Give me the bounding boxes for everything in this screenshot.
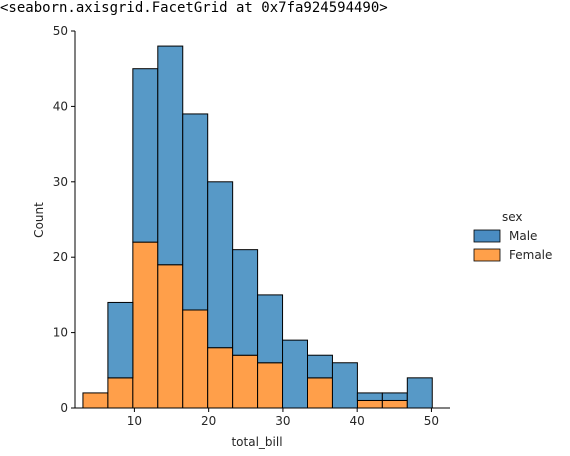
y-tick-label-20: 20 bbox=[53, 250, 68, 264]
bar-female-4 bbox=[182, 309, 209, 409]
legend-swatch-male bbox=[473, 229, 501, 243]
bar-male-5 bbox=[207, 181, 234, 349]
legend-swatch-female bbox=[473, 248, 501, 262]
cell-output: <seaborn.axisgrid.FacetGrid at 0x7fa9245… bbox=[0, 0, 570, 32]
bar-female-9 bbox=[307, 377, 333, 409]
legend: sex Male Female bbox=[473, 210, 552, 262]
legend-title: sex bbox=[502, 210, 523, 224]
x-tick-label-30: 30 bbox=[275, 414, 290, 428]
bar-male-2 bbox=[132, 68, 159, 243]
x-tick-label-20: 20 bbox=[201, 414, 216, 428]
bar-male-4 bbox=[182, 113, 209, 311]
bar-male-10 bbox=[331, 362, 358, 409]
bar-male-12 bbox=[381, 392, 408, 401]
bar-male-7 bbox=[257, 294, 284, 364]
bar-male-9 bbox=[307, 354, 333, 379]
bar-male-13 bbox=[406, 377, 433, 409]
bars-group bbox=[82, 45, 433, 409]
y-tick-label-30: 30 bbox=[53, 175, 68, 189]
bar-female-1 bbox=[107, 377, 134, 409]
bar-female-0 bbox=[82, 392, 109, 409]
bar-male-1 bbox=[107, 301, 134, 379]
bar-female-6 bbox=[232, 354, 259, 409]
facetgrid-repr-text: <seaborn.axisgrid.FacetGrid at 0x7fa9245… bbox=[0, 0, 388, 16]
y-tick-label-10: 10 bbox=[53, 326, 68, 340]
y-tick-label-0: 0 bbox=[60, 401, 68, 415]
bar-female-2 bbox=[132, 241, 159, 409]
legend-label-male: Male bbox=[509, 229, 537, 243]
ticks-group: 10 20 30 40 50 0 10 20 30 40 50 bbox=[53, 24, 439, 428]
y-tick-label-40: 40 bbox=[53, 99, 68, 113]
bar-female-11 bbox=[356, 399, 383, 409]
x-tick-label-10: 10 bbox=[127, 414, 142, 428]
bar-male-8 bbox=[282, 339, 308, 409]
bar-female-3 bbox=[157, 264, 184, 409]
bar-male-6 bbox=[232, 249, 259, 356]
bar-male-11 bbox=[356, 392, 383, 401]
x-tick-label-40: 40 bbox=[350, 414, 365, 428]
axes-group bbox=[74, 31, 450, 409]
x-axis-label: total_bill bbox=[231, 435, 282, 449]
y-axis-label: Count bbox=[32, 202, 46, 238]
x-tick-label-50: 50 bbox=[424, 414, 439, 428]
bar-female-7 bbox=[257, 362, 284, 409]
bar-male-3 bbox=[157, 45, 184, 266]
bar-female-5 bbox=[207, 347, 234, 409]
legend-label-female: Female bbox=[509, 248, 552, 262]
y-tick-label-50: 50 bbox=[53, 24, 68, 38]
bar-female-12 bbox=[381, 399, 408, 409]
